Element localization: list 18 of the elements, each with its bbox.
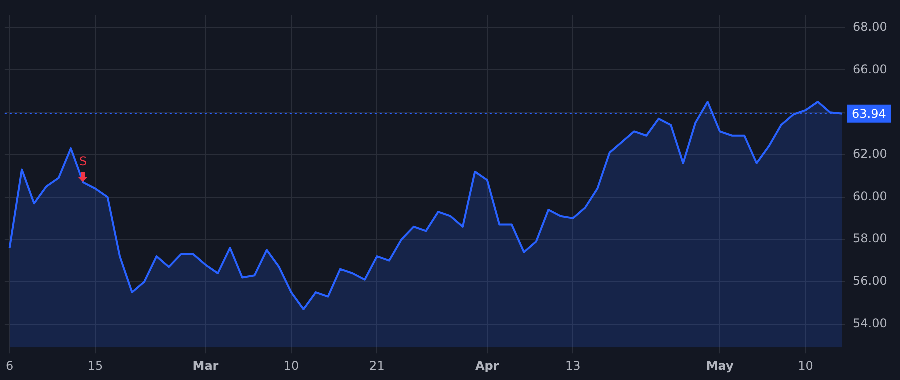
y-tick-label: 60.00 bbox=[853, 189, 888, 204]
x-tick-label: 21 bbox=[370, 358, 385, 373]
x-tick-label: May bbox=[706, 358, 734, 373]
x-tick-label: 10 bbox=[284, 358, 300, 373]
y-tick-label: 66.00 bbox=[853, 62, 888, 76]
y-tick-label: 58.00 bbox=[853, 232, 888, 246]
y-tick-label: 62.00 bbox=[853, 147, 888, 162]
x-tick-label: 10 bbox=[798, 358, 814, 373]
x-tick-label: 15 bbox=[88, 358, 104, 373]
x-tick-label: Mar bbox=[192, 358, 219, 373]
y-tick-label: 54.00 bbox=[853, 316, 888, 330]
ref-line-label: 63.94 bbox=[852, 106, 886, 121]
y-tick-label: 56.00 bbox=[853, 274, 888, 288]
y-tick-label: 68.00 bbox=[853, 20, 888, 34]
x-tick-label: Apr bbox=[476, 358, 500, 373]
x-tick-label: 13 bbox=[565, 358, 581, 373]
annotation: S bbox=[79, 154, 88, 169]
x-tick-label: 6 bbox=[6, 358, 14, 373]
